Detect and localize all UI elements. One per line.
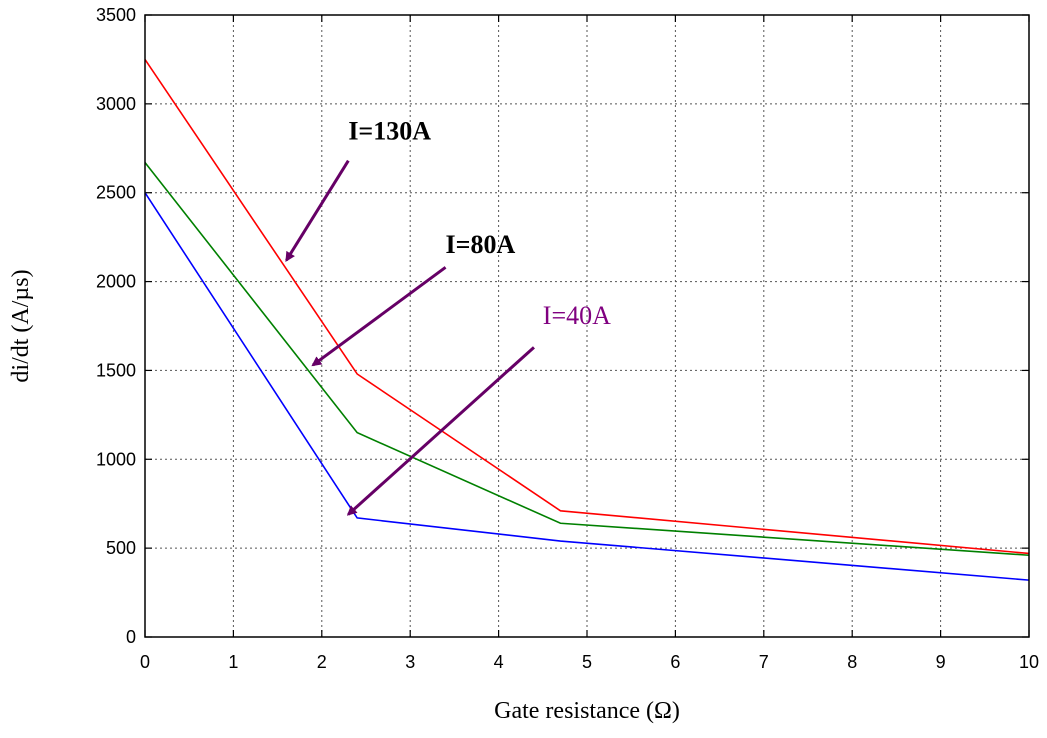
y-tick-label: 3000 — [96, 94, 136, 114]
x-tick-label: 10 — [1019, 652, 1039, 672]
x-tick-label: 7 — [759, 652, 769, 672]
series-line-3 — [144, 192, 1030, 581]
annotations: I=130A I=80A I=40A — [285, 116, 611, 516]
y-tick-label: 1000 — [96, 449, 136, 469]
series-line-2 — [144, 162, 1030, 557]
y-tick-label: 2500 — [96, 183, 136, 203]
annotation-arrow — [346, 346, 535, 516]
annotation-arrow — [311, 266, 447, 367]
y-tick-label: 0 — [126, 627, 136, 647]
y-tick-label: 1500 — [96, 360, 136, 380]
x-tick-label: 2 — [317, 652, 327, 672]
annotation-label: I=80A — [446, 230, 516, 259]
x-tick-label: 3 — [405, 652, 415, 672]
y-tick-label: 3500 — [96, 5, 136, 25]
x-tick-label: 5 — [582, 652, 592, 672]
x-axis-label: Gate resistance (Ω) — [494, 698, 680, 724]
axis-ticks: 0 1 2 3 4 5 6 7 8 9 10 0 500 1000 1500 2000 2500 3000 3500 — [96, 5, 1039, 672]
y-tick-label: 500 — [106, 538, 136, 558]
y-tick-label: 2000 — [96, 272, 136, 292]
series-line-1 — [144, 58, 1030, 555]
annotation-arrow — [285, 159, 350, 262]
x-tick-label: 0 — [140, 652, 150, 672]
x-tick-label: 1 — [228, 652, 238, 672]
y-axis-label: di/dt (A/µs) — [8, 269, 34, 382]
x-tick-label: 6 — [670, 652, 680, 672]
annotation-label: I=130A — [348, 116, 431, 145]
x-tick-label: 8 — [847, 652, 857, 672]
grid — [145, 15, 1029, 637]
x-tick-label: 4 — [494, 652, 504, 672]
plot-frame — [144, 14, 1030, 638]
x-tick-label: 9 — [936, 652, 946, 672]
series-group — [144, 58, 1030, 581]
annotation-label: I=40A — [543, 301, 611, 330]
